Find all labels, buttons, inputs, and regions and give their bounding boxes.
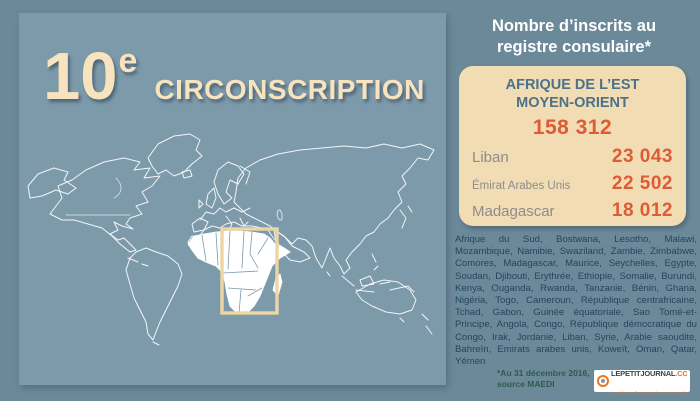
north-america-outline-icon [49,157,161,253]
country-value: 22 502 [611,173,673,194]
scandinavia-outline-icon [213,161,251,205]
region-name-line2: MOYEN-ORIENT [516,94,629,111]
table-row: Émirat Arabes Unis 22 502 [472,173,673,200]
summary-box: AFRIQUE DE L’EST MOYEN-ORIENT 158 312 Li… [459,66,686,226]
south-america-outline-icon [125,247,183,341]
section-title-line2: registre consulaire* [496,38,652,56]
lepetitjournal-emblem-icon [597,375,609,387]
africa-highlight [187,230,291,315]
table-row: Madagascar 18 012 [472,200,673,227]
world-map-icon [27,133,435,346]
section-title-line1: Nombre d’inscrits au [491,17,657,35]
footnote-line2: source MAEDI [497,379,555,389]
country-value: 23 043 [611,146,673,167]
country-label: Liban [472,149,509,166]
logo-lepetitjournal: LEPETITJOURNAL.COM le média des Français… [594,369,690,395]
footnote: *Au 31 décembre 2016, source MAEDI [497,368,590,390]
footnote-line1: *Au 31 décembre 2016, [497,368,590,378]
title-superscript: e [118,42,138,80]
australia-outline-icon [355,279,417,315]
logo-suffix: .COM [675,369,687,378]
region-name-line1: AFRIQUE DE L’EST [505,77,640,93]
main-title: 10 e CIRCONSCRIPTION [43,43,425,110]
table-row: Liban 23 043 [472,146,673,173]
alaska-outline-icon [27,167,77,199]
africa-borders-icon [201,230,269,314]
section-title: Nombre d’inscrits au registre consulaire… [450,16,698,58]
europe-outline-icon [199,207,251,221]
greenland-outline-icon [147,133,203,177]
countries-list: Afrique du Sud, Bostwana, Lesotho, Malaw… [455,234,697,368]
map-panel: 10 e CIRCONSCRIPTION [19,13,446,385]
country-value: 18 012 [611,200,673,221]
logo-tagline: le média des Français et francophones à … [611,390,687,395]
country-stats-rows: Liban 23 043 Émirat Arabes Unis 22 502 M… [459,146,686,227]
title-number: 10 [43,39,118,114]
title-word: CIRCONSCRIPTION [154,74,425,105]
africa-highlight-frame [220,227,279,315]
logo-name: LEPETITJOURNAL [611,369,676,378]
country-label: Émirat Arabes Unis [472,180,571,192]
country-label: Madagascar [472,203,555,220]
total-registered-value: 158 312 [532,116,613,139]
